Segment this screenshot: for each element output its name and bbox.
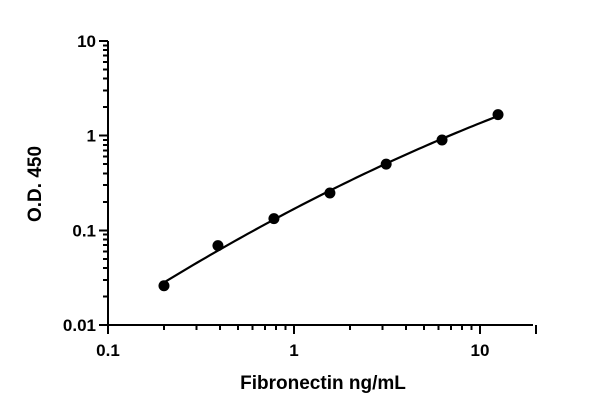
- data-point: [158, 280, 170, 292]
- y-tick-label: 10: [77, 32, 96, 51]
- data-point: [212, 240, 224, 252]
- data-point: [436, 134, 448, 146]
- x-axis-title: Fibronectin ng/mL: [240, 373, 406, 394]
- data-points: [158, 109, 504, 292]
- axes: [107, 41, 533, 326]
- y-tick-label: 1: [87, 127, 96, 146]
- fit-curve-layer: [163, 114, 499, 284]
- y-axis-title: O.D. 450: [25, 146, 46, 222]
- data-point: [268, 213, 280, 225]
- data-point: [380, 158, 392, 170]
- fit-curve: [163, 114, 499, 284]
- data-point: [324, 187, 336, 199]
- x-tick-label: 0.1: [96, 341, 120, 360]
- x-tick-label: 1: [289, 341, 298, 360]
- x-tick-label: 10: [471, 341, 490, 360]
- y-tick-label: 0.01: [63, 316, 96, 335]
- y-tick-label: 0.1: [72, 221, 96, 240]
- data-point: [492, 109, 504, 121]
